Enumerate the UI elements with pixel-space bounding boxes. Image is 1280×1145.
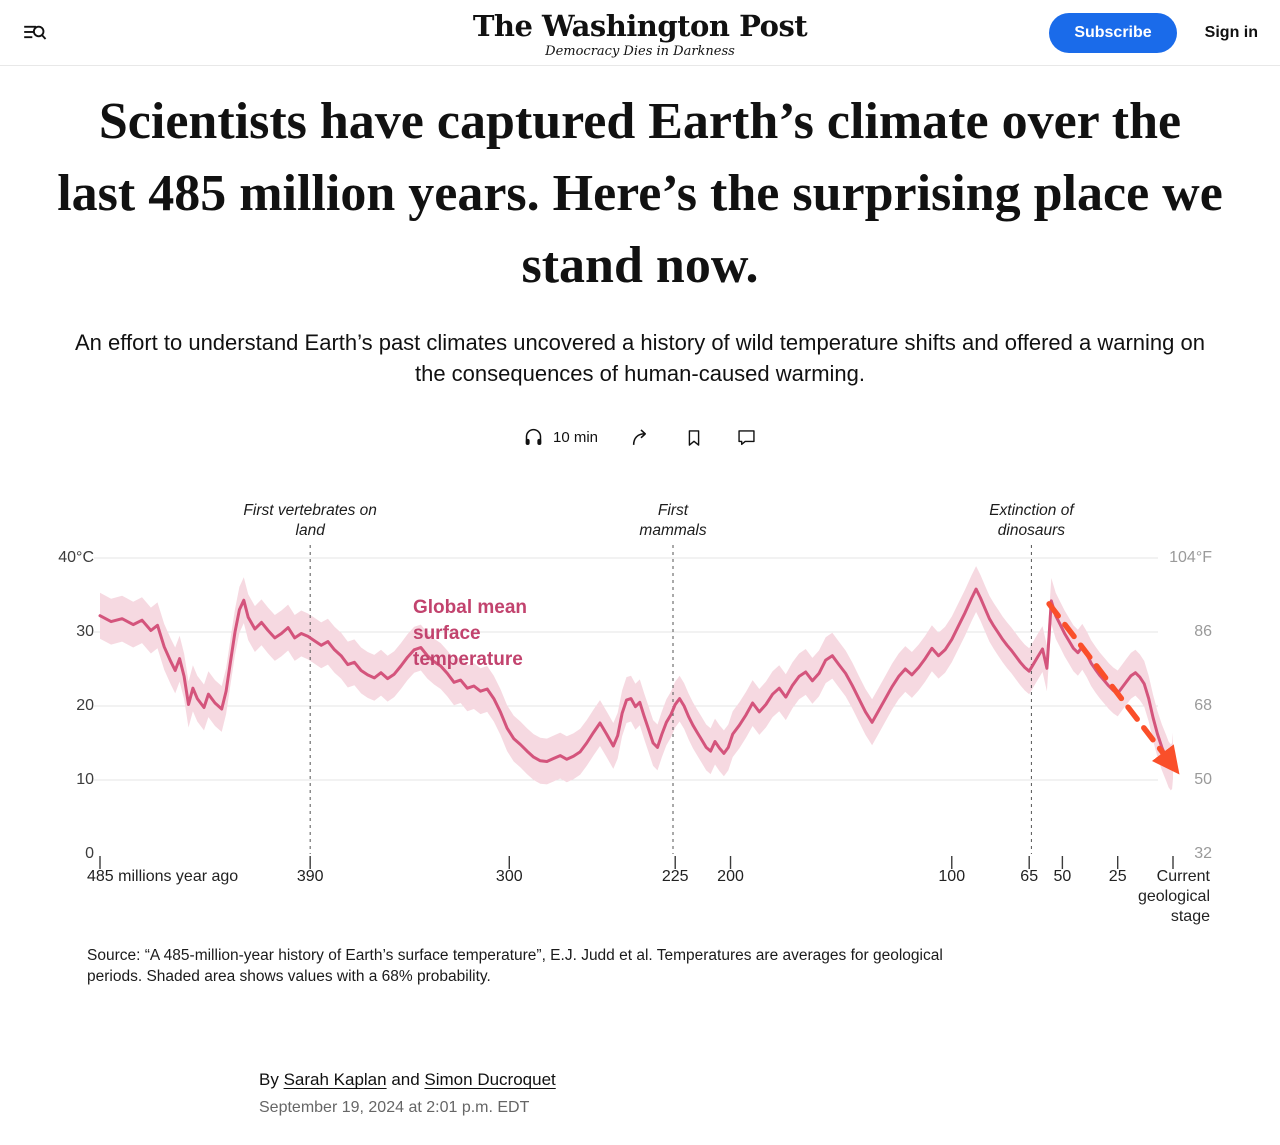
event-label: Extinction of dinosaurs <box>989 501 1074 539</box>
y-axis-label-right: 86 <box>1194 622 1212 640</box>
site-tagline: Democracy Dies in Darkness <box>545 44 735 59</box>
share-icon <box>632 429 647 445</box>
x-axis-label: 300 <box>495 867 523 885</box>
headphones-icon <box>525 429 542 446</box>
y-axis-label-left: 30 <box>76 622 94 640</box>
article-actions: 10 min <box>0 423 1280 453</box>
site-header: The Washington Post Democracy Dies in Da… <box>0 0 1280 66</box>
byline-block: By Sarah Kaplan and Simon Ducroquet Sept… <box>259 1070 1021 1145</box>
y-axis-label-right: 104°F <box>1169 548 1212 566</box>
y-axis-label-right: 50 <box>1194 770 1212 788</box>
chart-canvas <box>94 544 1180 869</box>
subhead: An effort to understand Earth’s past cli… <box>75 330 1205 387</box>
masthead: The Washington Post Democracy Dies in Da… <box>472 9 808 59</box>
listen-button[interactable]: 10 min <box>519 423 602 452</box>
x-axis-label: 485 millions year ago <box>87 867 239 885</box>
headline: Scientists have captured Earth’s climate… <box>57 93 1223 294</box>
event-label: First mammals <box>639 501 707 539</box>
event-label: First vertebrates on land <box>243 501 377 539</box>
author-link-2[interactable]: Simon Ducroquet <box>424 1070 556 1090</box>
x-axis-label: 50 <box>1053 867 1072 885</box>
bookmark-icon <box>688 429 700 446</box>
bookmark-button[interactable] <box>680 424 708 452</box>
y-axis-label-right: 68 <box>1194 696 1212 714</box>
y-axis-label-left: 40°C <box>58 548 94 566</box>
byline-and: and <box>386 1070 425 1090</box>
source-note: Source: “A 485-million-year history of E… <box>87 946 943 986</box>
x-axis-label: 390 <box>296 867 324 885</box>
byline-prefix: By <box>259 1070 284 1090</box>
temperature-chart: 40°C 30 20 10 0 104°F 86 68 50 32 485 millions yea… <box>0 477 1280 935</box>
site-logo[interactable]: The Washington Post <box>472 9 808 43</box>
x-axis-label: 225 <box>661 867 689 885</box>
series-label: Global mean surface temperature <box>413 596 528 670</box>
comments-button[interactable] <box>732 423 761 452</box>
read-time: 10 min <box>552 429 599 447</box>
x-axis-label: Current geological stage <box>1137 867 1210 925</box>
menu-search-icon <box>24 25 47 40</box>
x-axis-label: 100 <box>938 867 966 885</box>
x-axis-label: 200 <box>717 867 744 885</box>
y-axis-label-left: 0 <box>85 844 94 862</box>
subscribe-button[interactable]: Subscribe <box>1049 12 1177 53</box>
comment-icon <box>738 430 755 446</box>
y-axis-label-right: 32 <box>1194 844 1212 862</box>
x-axis-label: 25 <box>1108 867 1127 885</box>
x-axis-label: 65 <box>1020 867 1039 885</box>
publish-date: September 19, 2024 at 2:01 p.m. EDT <box>259 1099 530 1117</box>
y-axis-label-left: 10 <box>76 770 94 788</box>
share-button[interactable] <box>626 423 656 453</box>
author-link-1[interactable]: Sarah Kaplan <box>283 1070 387 1090</box>
header-right: Subscribe Sign in <box>1049 12 1258 53</box>
y-axis-label-left: 20 <box>76 696 94 714</box>
article: Scientists have captured Earth’s climate… <box>0 86 1280 1145</box>
byline: By Sarah Kaplan and Simon Ducroquet <box>259 1070 1021 1090</box>
sign-in-link[interactable]: Sign in <box>1204 23 1258 41</box>
menu-search-button[interactable] <box>22 20 47 45</box>
